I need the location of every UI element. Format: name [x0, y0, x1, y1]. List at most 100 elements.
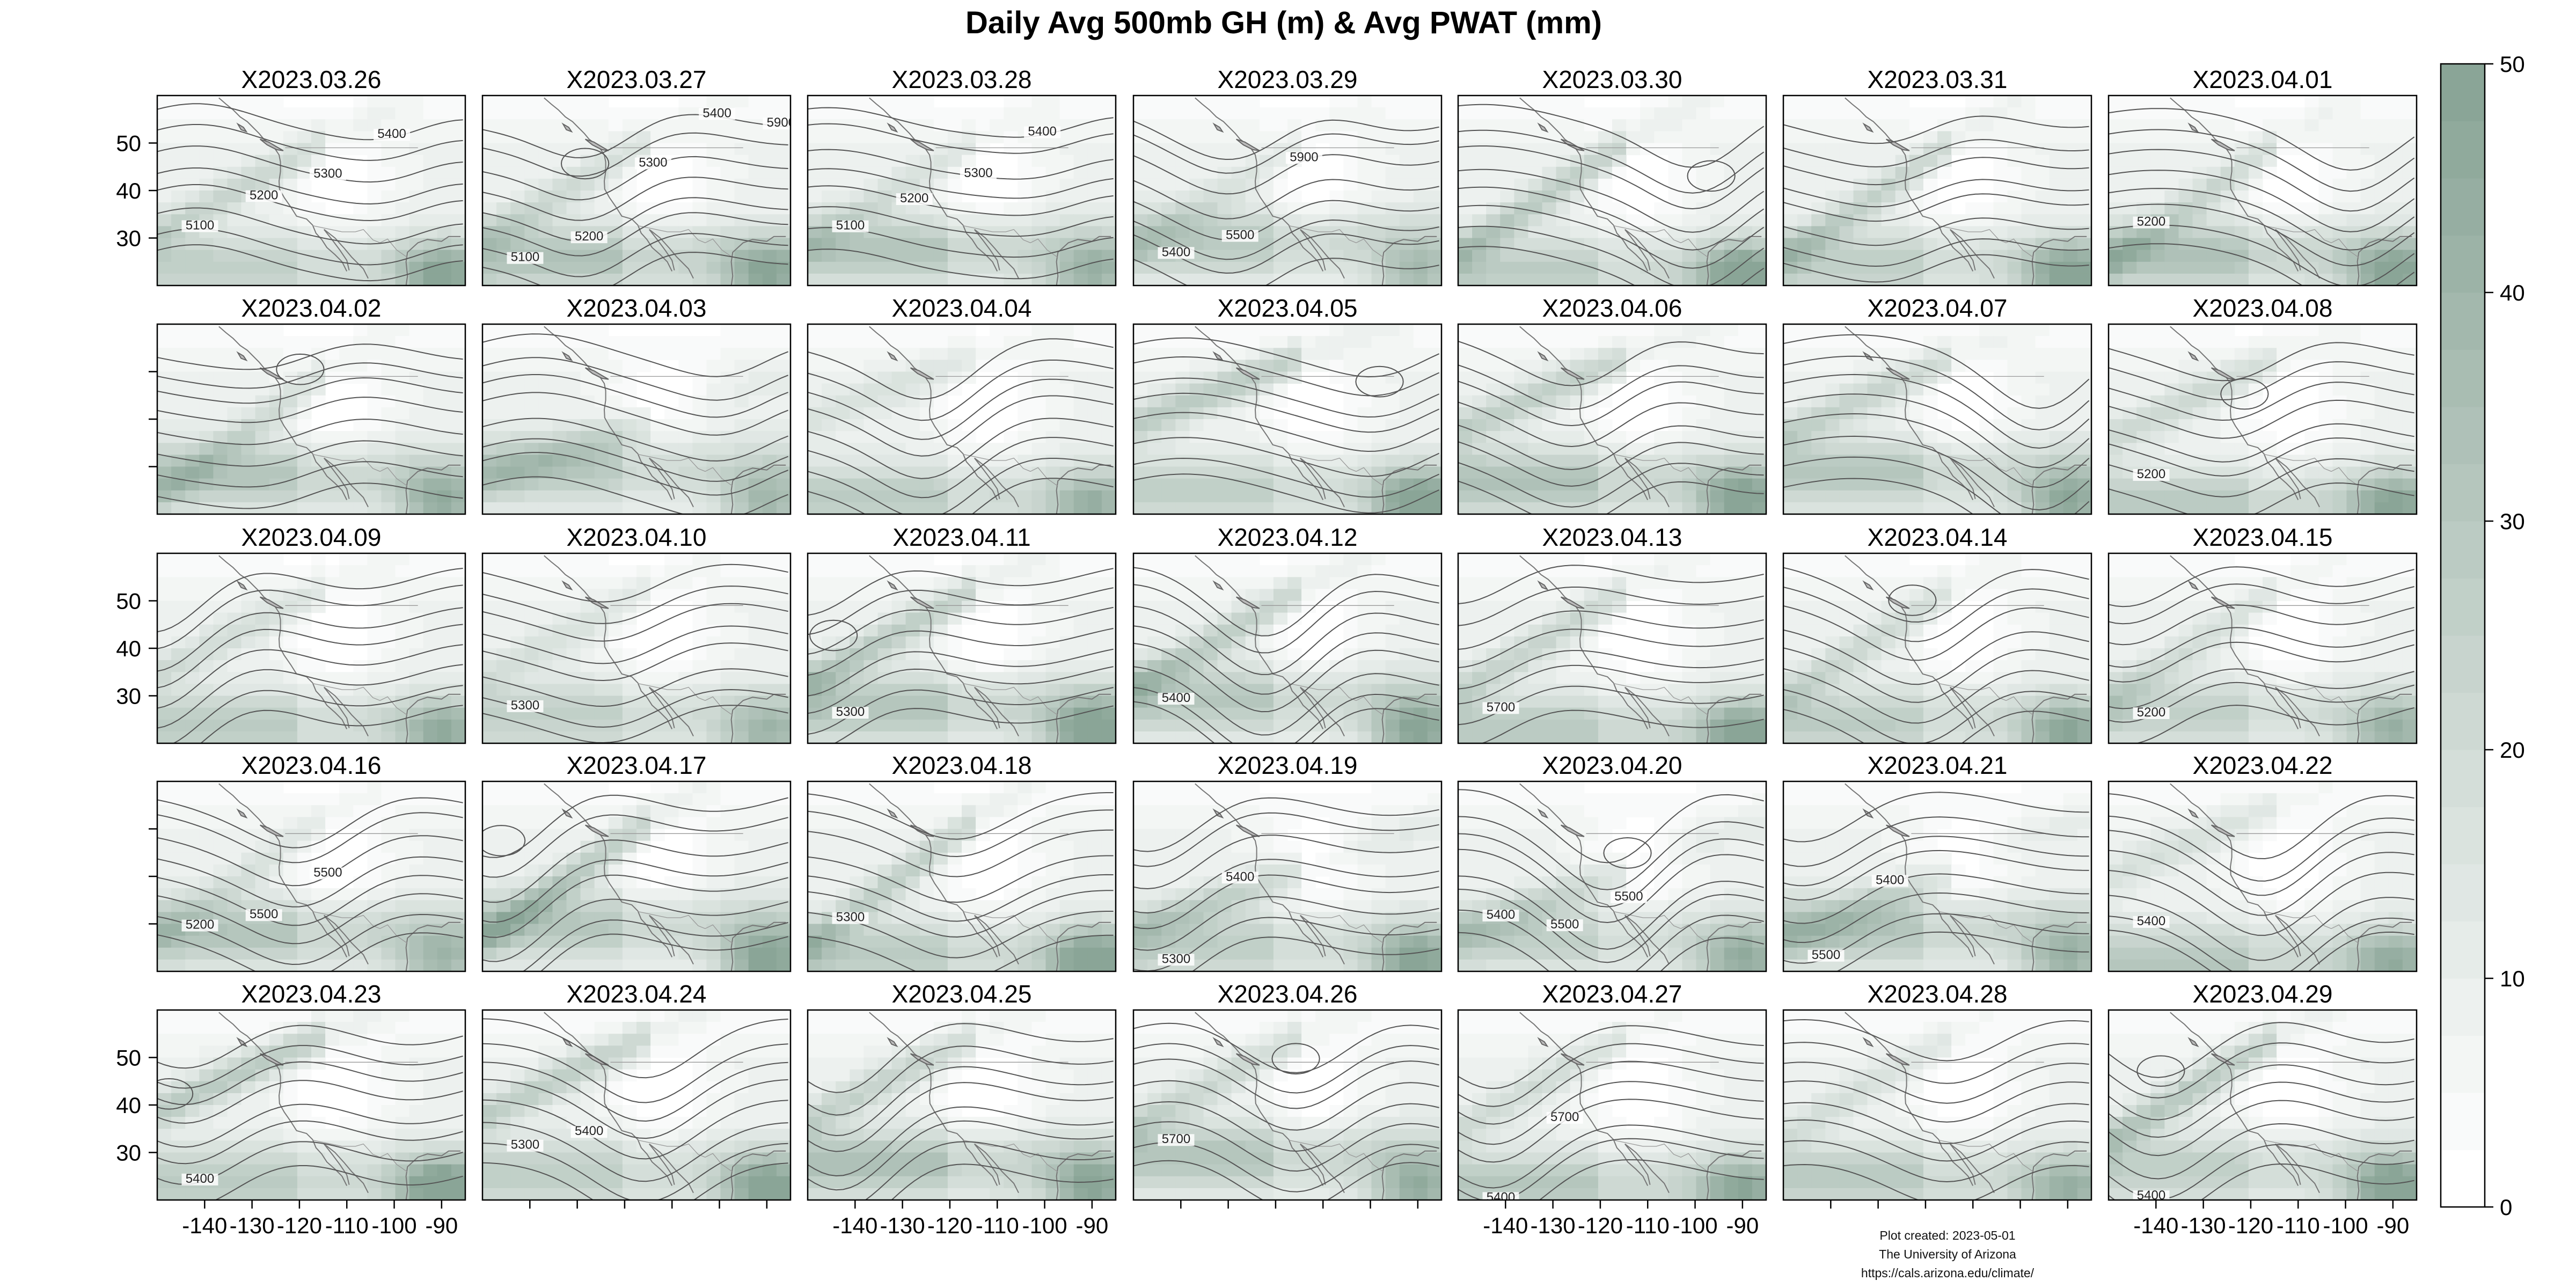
pwat-cell	[1287, 371, 1302, 384]
pwat-cell	[1514, 155, 1529, 167]
pwat-cell	[1710, 202, 1725, 215]
pwat-cell	[2021, 238, 2036, 251]
pwat-cell	[2332, 478, 2347, 491]
pwat-cell	[863, 261, 879, 274]
pwat-cell	[2150, 96, 2165, 108]
pwat-cell	[1161, 202, 1176, 215]
pwat-cell	[2123, 226, 2137, 239]
pwat-cell	[1839, 202, 1854, 215]
pwat-cell	[1682, 191, 1697, 203]
pwat-field	[1783, 324, 2091, 514]
pwat-cell	[933, 214, 948, 226]
pwat-cell	[1556, 250, 1571, 262]
pwat-cell	[1752, 250, 1766, 262]
pwat-cell	[1189, 443, 1204, 455]
pwat-cell	[1500, 371, 1514, 384]
pwat-cell	[2332, 119, 2347, 131]
pwat-cell	[822, 443, 836, 455]
coastline	[649, 457, 694, 508]
coastline	[649, 229, 675, 270]
pwat-cell	[850, 431, 864, 443]
pwat-cell	[1500, 191, 1514, 203]
pwat-cell	[1584, 261, 1599, 274]
pwat-cell	[580, 443, 595, 455]
pwat-cell	[1371, 431, 1386, 443]
pwat-cell	[976, 202, 990, 215]
pwat-cell	[2136, 96, 2151, 108]
pwat-cell	[255, 96, 270, 108]
pwat-cell	[863, 443, 879, 455]
pwat-cell	[2063, 107, 2078, 120]
pwat-cell	[1500, 143, 1514, 156]
pwat-cell	[734, 360, 749, 372]
pwat-cell	[1514, 455, 1529, 467]
pwat-cell	[1965, 348, 1980, 360]
pwat-cell	[762, 191, 777, 203]
pwat-cell	[2049, 383, 2064, 396]
pwat-cell	[1752, 502, 1766, 514]
pwat-cell	[1189, 143, 1204, 156]
pwat-cell	[947, 478, 962, 491]
pwat-cell	[381, 226, 396, 239]
pwat-cell	[1584, 490, 1599, 503]
pwat-cell	[2263, 131, 2277, 144]
pwat-cell	[1175, 478, 1190, 491]
pwat-cell	[437, 96, 452, 108]
pwat-cell	[1045, 178, 1060, 191]
map-outline	[2170, 326, 2412, 514]
pwat-cell	[2049, 348, 2064, 360]
pwat-cell	[423, 466, 438, 479]
pwat-cell	[1724, 360, 1739, 372]
pwat-cell	[1724, 261, 1739, 274]
pwat-cell	[1528, 419, 1543, 431]
pwat-cell	[2077, 407, 2091, 420]
pwat-cell	[213, 407, 228, 420]
pwat-cell	[1500, 324, 1514, 336]
pwat-cell	[1004, 96, 1018, 108]
pwat-cell	[1273, 119, 1288, 131]
pwat-cell	[962, 273, 976, 286]
pwat-cell	[381, 455, 396, 467]
pwat-cell	[1514, 383, 1529, 396]
pwat-cell	[1895, 226, 1910, 239]
panel-frame	[1132, 323, 1443, 515]
pwat-cell	[269, 455, 284, 467]
pwat-cell	[1853, 502, 1868, 514]
pwat-cell	[1853, 273, 1868, 286]
pwat-cell	[2304, 443, 2319, 455]
pwat-cell	[990, 107, 1004, 120]
pwat-cell	[1259, 443, 1274, 455]
pwat-cell	[2388, 107, 2403, 120]
pwat-cell	[339, 261, 354, 274]
pwat-cell	[2178, 336, 2193, 348]
pwat-cell	[213, 348, 228, 360]
pwat-cell	[510, 478, 525, 491]
pwat-cell	[1458, 131, 1473, 144]
pwat-cell	[1203, 131, 1218, 144]
pwat-cell	[538, 371, 553, 384]
pwat-cell	[1640, 431, 1655, 443]
pwat-cell	[1175, 96, 1190, 108]
pwat-cell	[1203, 143, 1218, 156]
gh-contour-line	[482, 197, 788, 241]
pwat-cell	[1203, 273, 1218, 286]
pwat-cell	[552, 96, 567, 108]
pwat-cell	[594, 395, 609, 408]
pwat-cell	[353, 250, 368, 262]
pwat-cell	[2220, 443, 2235, 455]
pwat-cell	[1161, 371, 1176, 384]
pwat-cell	[213, 155, 228, 167]
pwat-cell	[2206, 119, 2221, 131]
pwat-cell	[1853, 261, 1868, 274]
border-line	[2264, 453, 2359, 487]
pwat-cell	[1528, 202, 1543, 215]
pwat-cell	[1101, 431, 1116, 443]
pwat-cell	[1458, 250, 1473, 262]
pwat-cell	[2248, 238, 2263, 251]
pwat-cell	[496, 443, 511, 455]
pwat-cell	[1147, 202, 1162, 215]
pwat-cell	[1528, 96, 1543, 108]
pwat-cell	[2290, 324, 2305, 336]
pwat-cell	[962, 336, 976, 348]
pwat-cell	[1979, 431, 1994, 443]
